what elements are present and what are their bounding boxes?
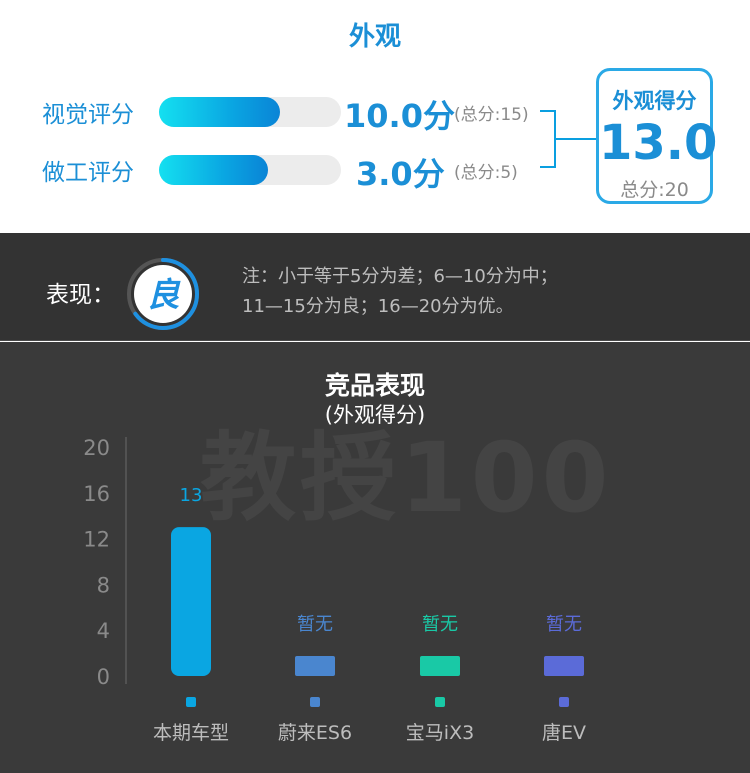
- visual-score-bar: [159, 97, 341, 127]
- chart-subtitle: (外观得分): [324, 403, 426, 427]
- category-label-0: 本期车型: [153, 722, 229, 744]
- watermark: 教授100: [200, 422, 613, 534]
- workmanship-score-value: 3.0分: [356, 155, 445, 193]
- visual-score-max: (总分:15): [454, 105, 529, 125]
- visual-score-label: 视觉评分: [42, 102, 134, 128]
- y-tick-label: 8: [97, 573, 110, 597]
- visual-score-fill: [159, 97, 281, 127]
- category-marker-0: [186, 697, 196, 707]
- y-tick-label: 12: [83, 528, 110, 552]
- bar-2: [420, 656, 460, 676]
- bar-0: [171, 527, 211, 676]
- category-label-2: 宝马iX3: [406, 722, 474, 744]
- data-label-2: 暂无: [422, 614, 458, 635]
- section-title: 外观: [348, 22, 401, 52]
- competitor-chart-panel: 教授100 竞品表现 (外观得分) 20 16 12 8 4 0 13 本期车型 暂无蔚来ES6…: [0, 342, 750, 773]
- y-tick-label: 20: [83, 436, 110, 460]
- total-score-value: 13.0: [599, 115, 718, 171]
- data-label-0: 13: [180, 485, 203, 506]
- total-score-box: 外观得分 13.0 总分:20: [596, 68, 718, 204]
- appearance-panel: 外观 视觉评分 10.0分 (总分:15) 做工评分 3.0分 (总分:5) 外…: [0, 0, 750, 233]
- visual-score-value: 10.0分: [344, 97, 455, 135]
- data-label-3: 暂无: [546, 614, 582, 635]
- rating-grade: 良: [147, 275, 182, 314]
- workmanship-score-bar: [159, 155, 341, 185]
- workmanship-score-max: (总分:5): [454, 163, 518, 183]
- rating-note-line1: 注：小于等于5分为差；6—10分为中；: [242, 266, 558, 287]
- total-score-max: 总分:20: [620, 179, 689, 201]
- bar-3: [544, 656, 584, 676]
- category-marker-3: [559, 697, 569, 707]
- rating-note-line2: 11—15分为良；16—20分为优。: [242, 296, 514, 317]
- y-tick-label: 16: [83, 482, 110, 506]
- score-bracket-stem: [556, 138, 596, 140]
- chart-title: 竞品表现: [324, 371, 425, 400]
- bar-1: [295, 656, 335, 676]
- y-tick-label: 0: [97, 665, 110, 689]
- rating-grade-badge: 良: [127, 258, 199, 330]
- rating-label: 表现：: [46, 282, 115, 308]
- category-label-3: 唐EV: [542, 722, 586, 744]
- workmanship-score-fill: [159, 155, 269, 185]
- total-score-label: 外观得分: [612, 89, 697, 113]
- score-bracket: [540, 110, 556, 168]
- category-label-1: 蔚来ES6: [278, 722, 352, 744]
- category-marker-1: [310, 697, 320, 707]
- category-marker-2: [435, 697, 445, 707]
- workmanship-score-label: 做工评分: [42, 160, 134, 186]
- rating-band: 表现： 良 注：小于等于5分为差；6—10分为中； 11—15分为良；16—20…: [0, 233, 750, 341]
- y-tick-label: 4: [97, 619, 110, 643]
- data-label-1: 暂无: [297, 614, 333, 635]
